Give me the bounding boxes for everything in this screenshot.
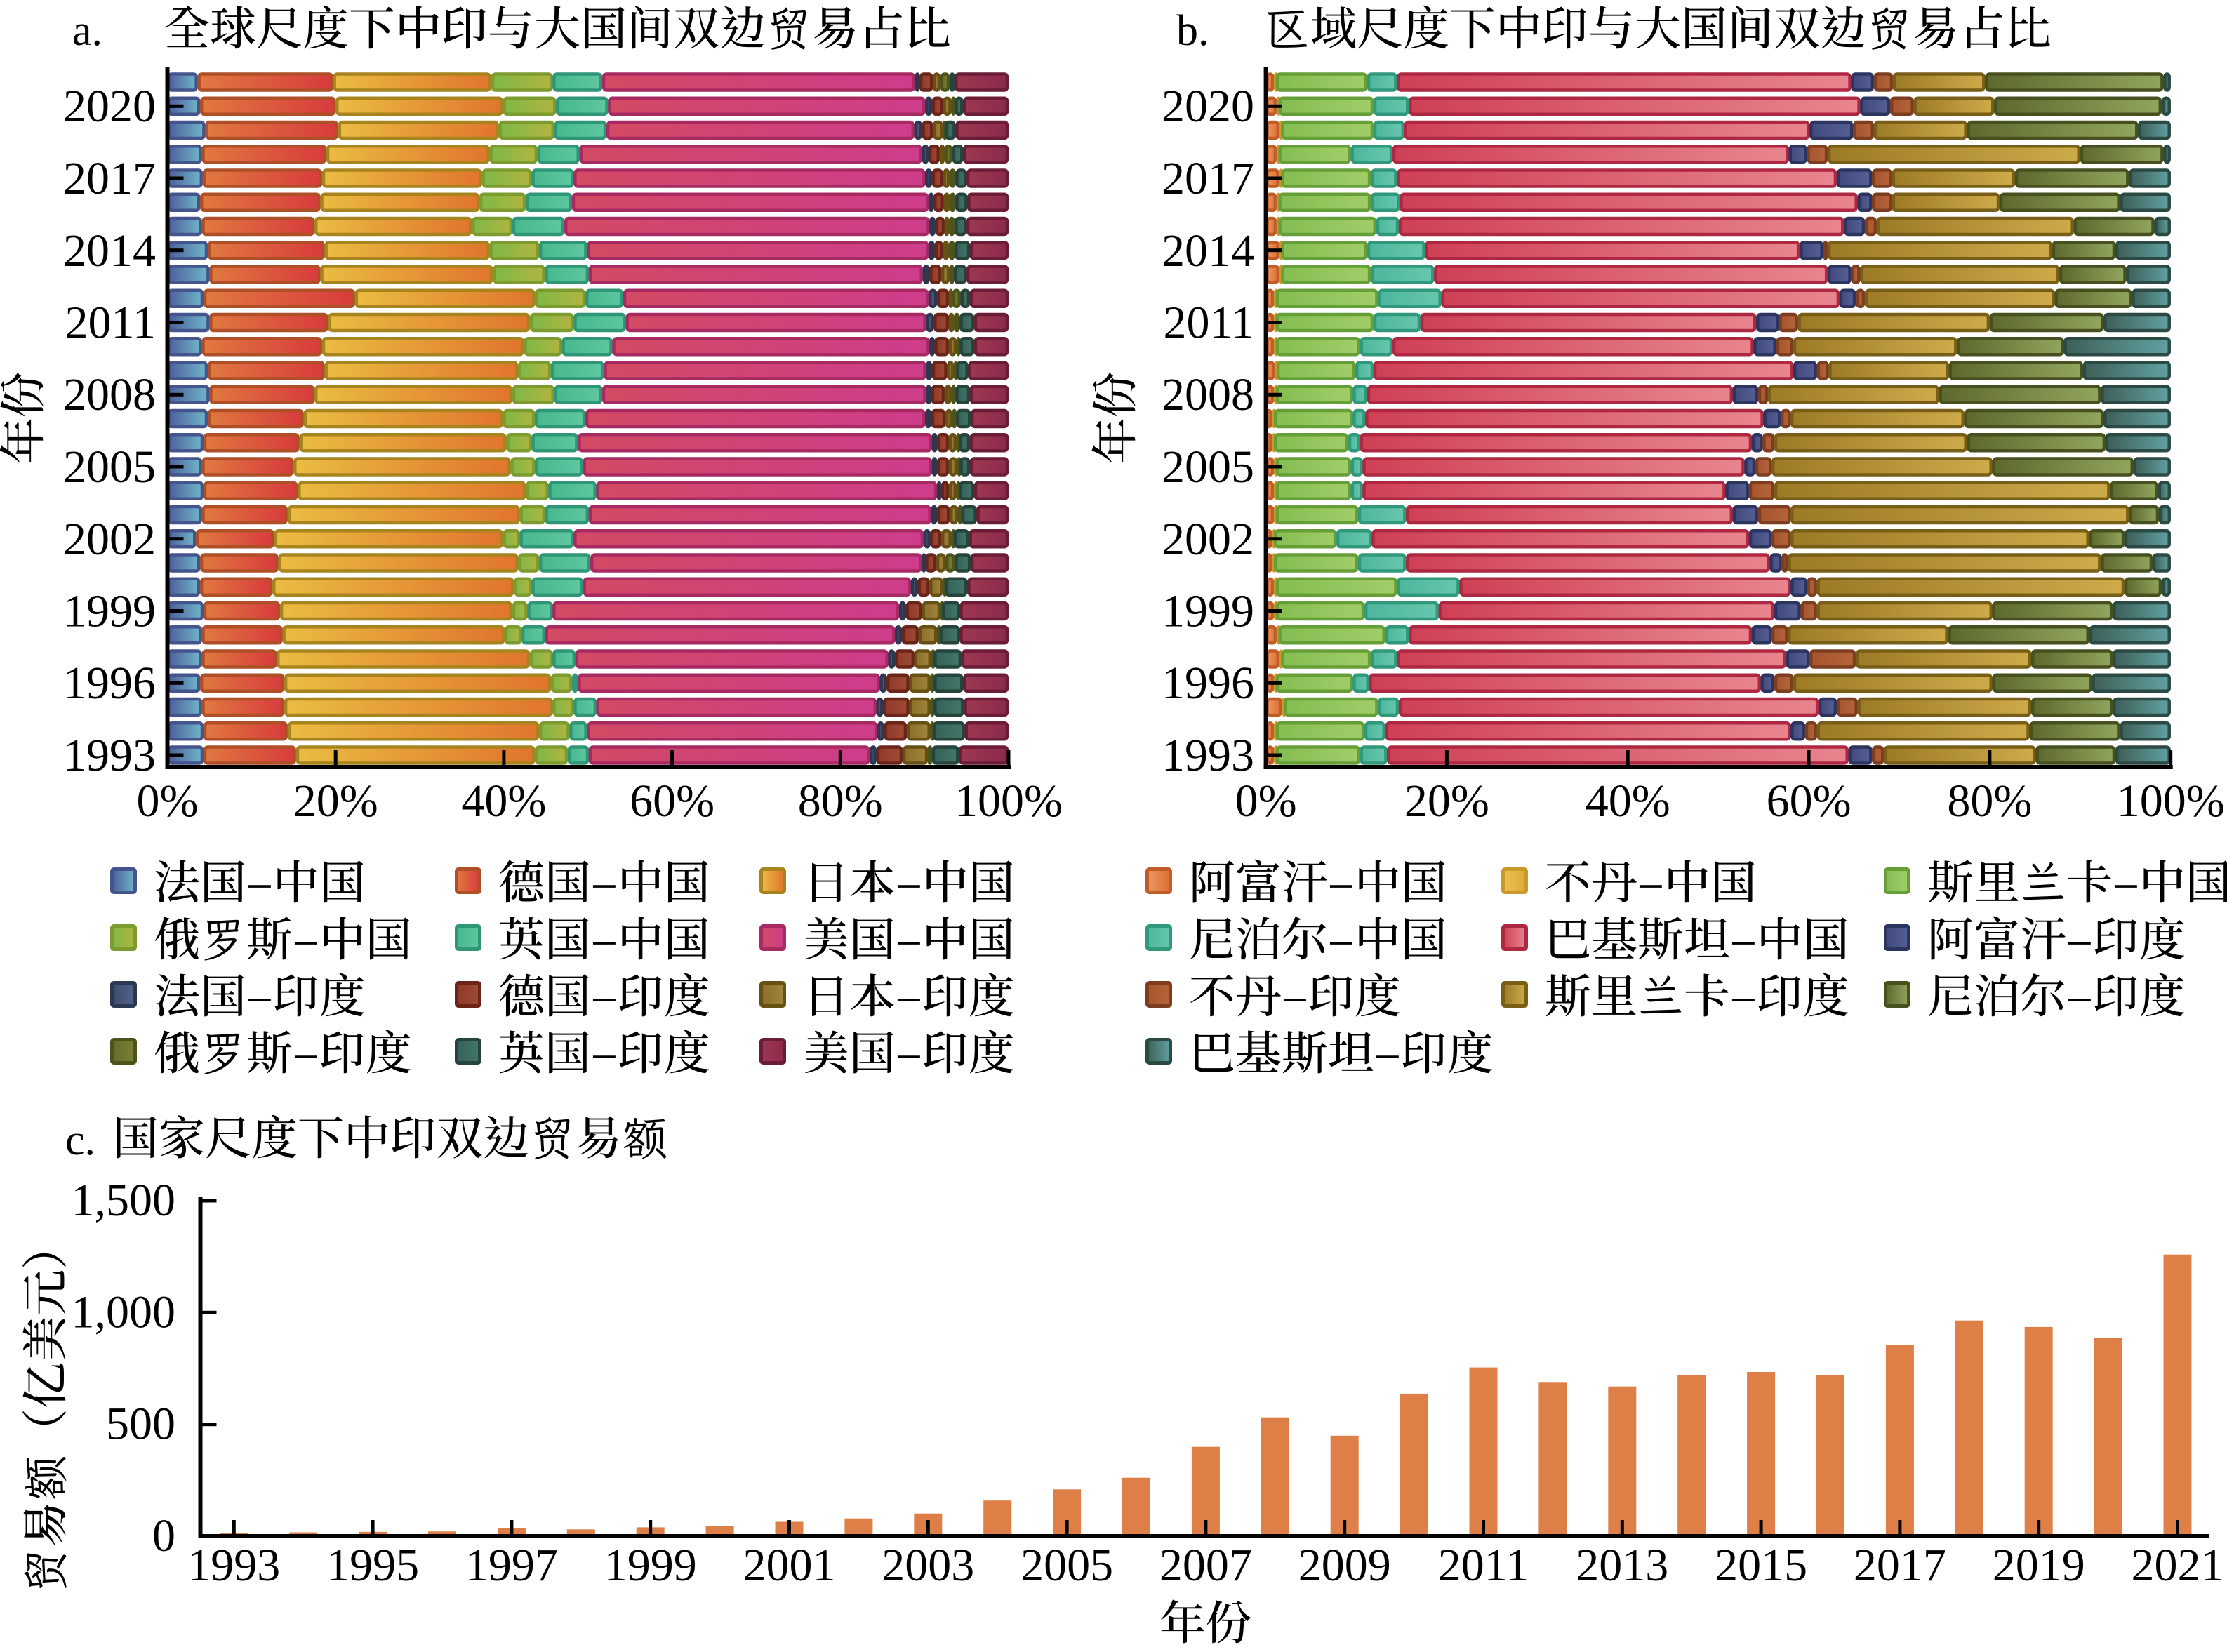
svg-text:1999: 1999 <box>63 586 156 637</box>
svg-text:2011: 2011 <box>65 298 156 349</box>
svg-text:2017: 2017 <box>63 153 156 204</box>
svg-text:2019: 2019 <box>1993 1540 2085 1591</box>
svg-text:2020: 2020 <box>63 81 156 132</box>
svg-text:500: 500 <box>106 1399 175 1450</box>
svg-text:80%: 80% <box>798 775 883 827</box>
svg-text:1999: 1999 <box>604 1540 697 1591</box>
svg-text:2005: 2005 <box>1021 1540 1113 1591</box>
svg-text:a.: a. <box>72 7 102 55</box>
svg-text:1993: 1993 <box>63 730 156 781</box>
svg-text:20%: 20% <box>293 775 378 827</box>
svg-text:2017: 2017 <box>1162 153 1254 204</box>
svg-text:1993: 1993 <box>187 1540 280 1591</box>
svg-text:2007: 2007 <box>1159 1540 1252 1591</box>
svg-text:80%: 80% <box>1947 775 2032 827</box>
svg-text:60%: 60% <box>630 775 714 827</box>
svg-text:2020: 2020 <box>1162 81 1254 132</box>
svg-text:1996: 1996 <box>1162 658 1254 709</box>
svg-text:2011: 2011 <box>1163 298 1254 349</box>
svg-text:2002: 2002 <box>63 514 156 565</box>
svg-text:60%: 60% <box>1767 775 1852 827</box>
svg-text:c.: c. <box>65 1117 95 1164</box>
svg-text:2001: 2001 <box>743 1540 836 1591</box>
svg-text:1996: 1996 <box>63 658 156 709</box>
svg-text:2005: 2005 <box>1162 441 1254 493</box>
svg-text:1,500: 1,500 <box>72 1175 176 1226</box>
svg-text:1993: 1993 <box>1162 730 1254 781</box>
svg-text:1999: 1999 <box>1162 586 1254 637</box>
svg-text:20%: 20% <box>1404 775 1489 827</box>
svg-text:40%: 40% <box>1586 775 1670 827</box>
svg-text:2014: 2014 <box>1162 225 1254 277</box>
svg-text:2013: 2013 <box>1576 1540 1668 1591</box>
svg-text:2021: 2021 <box>2132 1540 2224 1591</box>
svg-text:1,000: 1,000 <box>72 1286 176 1338</box>
svg-text:2011: 2011 <box>1438 1540 1529 1591</box>
svg-text:2002: 2002 <box>1162 514 1254 565</box>
svg-text:2008: 2008 <box>1162 369 1254 420</box>
svg-text:1995: 1995 <box>326 1540 419 1591</box>
svg-text:1997: 1997 <box>465 1540 558 1591</box>
svg-text:100%: 100% <box>2117 775 2225 827</box>
svg-text:40%: 40% <box>461 775 546 827</box>
svg-text:0%: 0% <box>137 775 199 827</box>
svg-text:0: 0 <box>152 1510 175 1561</box>
svg-text:2008: 2008 <box>63 369 156 420</box>
svg-text:b.: b. <box>1176 7 1209 55</box>
svg-text:2015: 2015 <box>1715 1540 1807 1591</box>
svg-text:2005: 2005 <box>63 441 156 493</box>
svg-text:2009: 2009 <box>1298 1540 1391 1591</box>
svg-text:100%: 100% <box>955 775 1063 827</box>
svg-text:2003: 2003 <box>882 1540 974 1591</box>
svg-text:2014: 2014 <box>63 225 156 277</box>
svg-text:0%: 0% <box>1235 775 1297 827</box>
svg-text:2017: 2017 <box>1854 1540 1946 1591</box>
